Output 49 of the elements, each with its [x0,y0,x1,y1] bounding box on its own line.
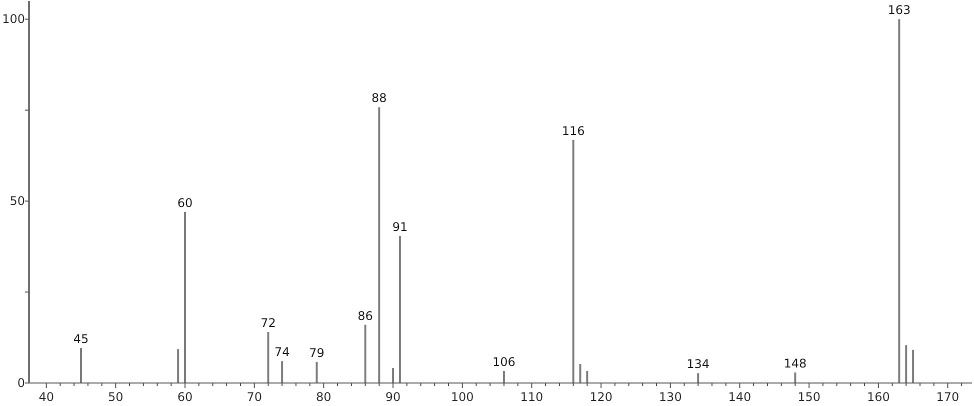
x-tick-label: 130 [658,390,682,404]
bar [572,140,574,383]
x-tick-label: 90 [385,390,401,404]
annotation: 72 [260,316,276,330]
annotation: 45 [73,332,89,346]
bar [316,362,318,383]
x-tick-label: 100 [450,390,474,404]
bar [392,368,394,383]
annotation: 91 [392,220,408,234]
y-tick-label: 100 [2,12,25,26]
annotation: 148 [784,356,807,370]
bar [184,212,186,383]
bar [502,370,505,383]
bar [579,364,582,383]
x-tick-label: 60 [177,390,193,404]
bar [794,372,796,383]
bar [905,345,908,383]
x-tick-label: 120 [590,390,612,404]
bar [267,332,270,383]
bar [398,236,401,383]
bar [364,324,366,383]
bar [697,373,700,383]
x-tick-label: 50 [108,390,124,404]
y-tick-label: 50 [10,194,25,208]
bar [898,19,900,383]
annotation: 106 [492,354,516,369]
annotation: 163 [888,3,911,18]
y-tick-label: 0 [17,376,25,390]
x-tick-label: 140 [728,390,752,404]
annotation: 88 [372,91,387,106]
annotation: 60 [177,196,193,210]
annotation: 74 [274,345,290,360]
annotation: 79 [309,346,324,360]
bar [80,348,82,383]
bar [912,350,914,383]
annotation: 116 [562,124,585,138]
x-tick-label: 70 [246,390,262,404]
bar [177,349,180,383]
bar [586,370,588,383]
x-tick-label: 110 [520,390,544,404]
bar [378,107,380,383]
annotation: 134 [686,357,710,372]
annotation: 86 [358,308,373,323]
x-tick-label: 150 [798,390,821,404]
x-tick-label: 80 [316,390,332,404]
x-tick-label: 160 [866,390,890,404]
bar [281,361,284,383]
x-tick-label: 40 [38,390,54,404]
x-tick-label: 170 [936,390,960,404]
